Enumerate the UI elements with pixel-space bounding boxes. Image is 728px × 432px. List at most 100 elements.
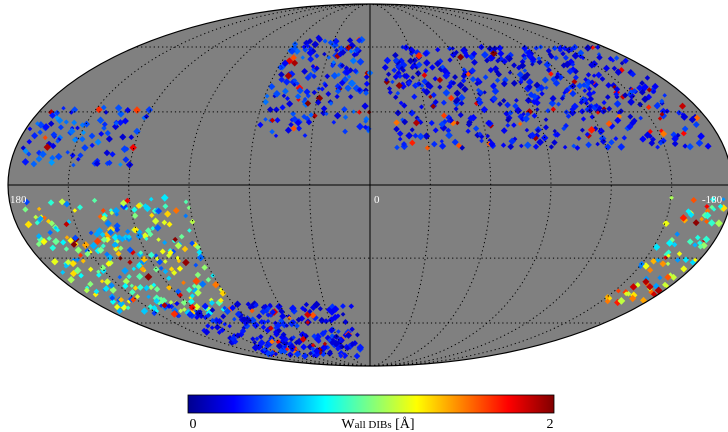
dib-pixel (283, 78, 291, 86)
dib-pixel (81, 144, 89, 152)
dib-pixel (381, 64, 389, 71)
dib-pixel (281, 59, 289, 67)
dib-pixel (65, 150, 70, 155)
sky-outline (7, 3, 728, 367)
dib-pixel (715, 219, 723, 228)
dib-pixel (603, 64, 610, 72)
dib-pixel (697, 243, 704, 250)
dib-pixel (249, 308, 255, 314)
dib-pixel (287, 315, 292, 321)
dib-pixel (587, 126, 596, 134)
dib-pixel (181, 280, 186, 285)
dib-pixel (414, 70, 422, 77)
dib-pixel (682, 143, 688, 149)
dib-pixel (87, 280, 94, 288)
dib-pixel (203, 328, 211, 336)
dib-pixel (507, 143, 515, 151)
dib-pixel (462, 50, 469, 56)
dib-pixel (192, 277, 201, 285)
dib-pixel (311, 89, 317, 96)
dib-pixel (652, 243, 661, 251)
dib-pixel (337, 336, 343, 343)
dib-pixel (622, 92, 629, 99)
dib-pixel (329, 333, 335, 339)
dib-pixel (189, 240, 195, 247)
dib-pixel (47, 199, 55, 206)
dib-pixel (307, 308, 313, 314)
dib-pixel (94, 138, 102, 146)
dib-pixel (517, 121, 523, 127)
dib-pixel (117, 110, 125, 118)
dib-pixel (507, 109, 514, 116)
dib-pixel (118, 297, 125, 303)
dib-pixel (148, 284, 154, 291)
dib-pixel (692, 219, 700, 227)
dib-pixel (308, 351, 313, 356)
dib-pixel (143, 113, 150, 120)
dib-pixel (242, 320, 249, 327)
dib-pixel (440, 99, 447, 106)
dib-pixel (654, 286, 663, 295)
dib-pixel (680, 265, 688, 273)
dib-pixel (278, 308, 285, 315)
dib-pixel (416, 81, 422, 87)
dib-pixel (704, 208, 711, 214)
dib-pixel (35, 121, 40, 126)
dib-pixel (331, 305, 340, 313)
dib-pixel (282, 87, 289, 95)
dib-pixel (505, 117, 512, 123)
dib-pixel (176, 265, 184, 272)
dib-pixel (432, 99, 439, 105)
dib-pixel (410, 127, 415, 132)
dib-pixel (269, 129, 275, 135)
meridian-line (369, 4, 612, 366)
dib-pixel (303, 301, 310, 308)
dib-pixel (394, 109, 402, 117)
dib-pixel (129, 283, 134, 288)
dib-pixel (394, 144, 400, 151)
dib-pixel (362, 124, 369, 130)
dib-pixel (33, 214, 39, 220)
dib-pixel (167, 249, 174, 256)
dib-pixel (75, 257, 80, 263)
dib-pixel (131, 212, 139, 219)
dib-pixel (465, 71, 472, 77)
dib-pixel (655, 257, 661, 263)
dib-pixel (421, 78, 428, 85)
dib-pixel (273, 351, 279, 357)
dib-pixel (330, 63, 335, 69)
dib-pixel (156, 237, 161, 242)
dib-pixel (437, 84, 443, 90)
dib-pixel (257, 339, 266, 347)
dib-pixel (397, 73, 403, 79)
dib-pixel (265, 318, 271, 324)
dib-pixel (574, 145, 581, 151)
dib-pixel (172, 207, 180, 214)
dib-pixel (311, 40, 319, 49)
dib-pixel (465, 121, 473, 128)
dib-pixel (145, 106, 154, 114)
dib-pixel (125, 161, 134, 169)
dib-pixel (405, 131, 413, 140)
dib-pixel (205, 277, 212, 283)
dib-pixel (201, 264, 208, 271)
dib-pixel (680, 112, 689, 121)
dib-pixel (265, 312, 271, 318)
dib-pixel (104, 129, 111, 137)
dib-pixel (327, 349, 333, 355)
dib-pixel (629, 294, 637, 303)
colorbar (187, 394, 555, 414)
dib-pixel (527, 91, 535, 99)
dib-pixel (273, 106, 280, 113)
dib-pixel (136, 284, 144, 291)
dib-pixel (154, 224, 162, 232)
dib-pixel (129, 143, 137, 152)
dib-pixel (97, 246, 105, 254)
meridian-line (188, 4, 371, 366)
dib-pixel (456, 81, 465, 90)
dib-pixel (49, 142, 57, 150)
dib-pixel (265, 305, 272, 312)
dib-pixel (60, 239, 67, 246)
dib-pixel (153, 286, 161, 293)
dib-pixel (294, 119, 302, 127)
